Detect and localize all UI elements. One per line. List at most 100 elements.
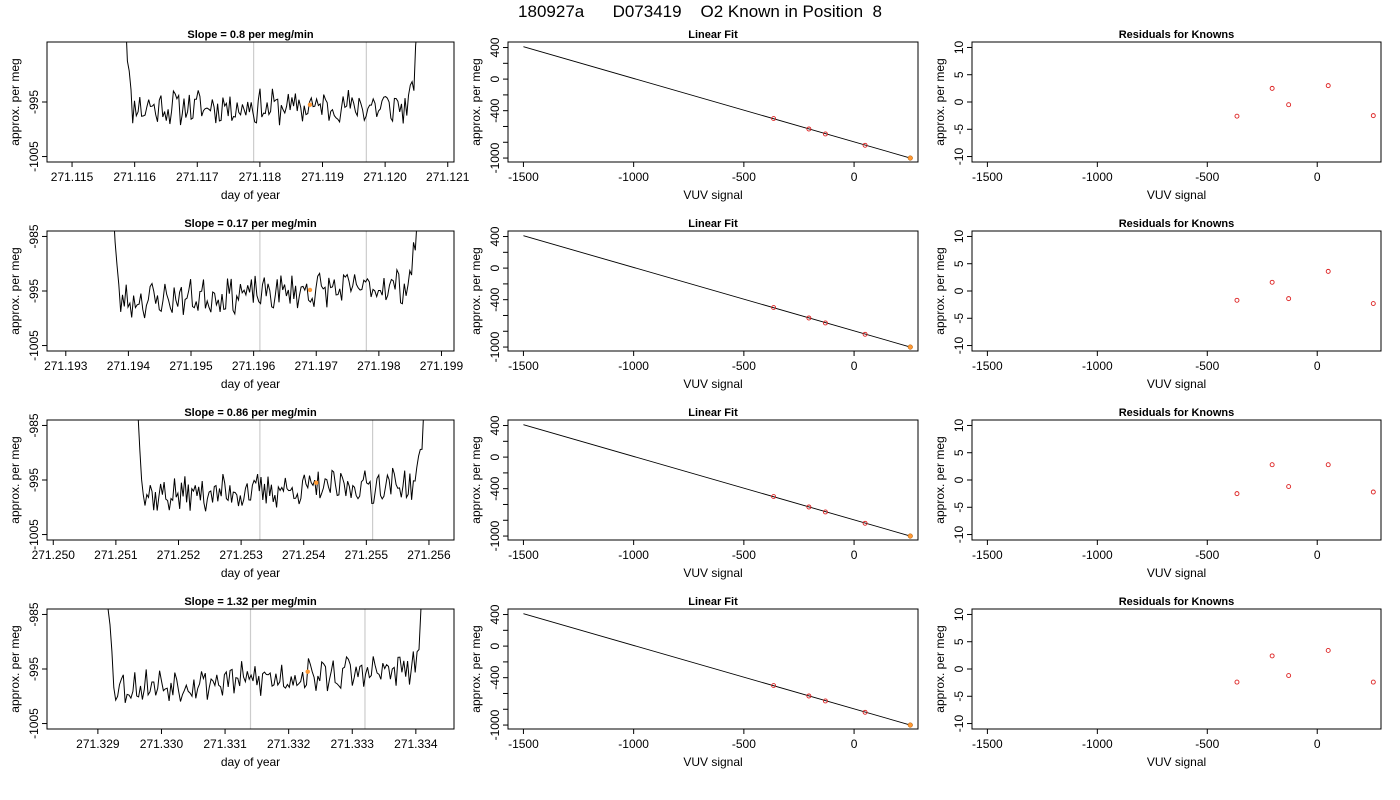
x-tick-label: -1000 [1082,359,1113,373]
signal-trace [126,42,417,126]
position-label: O2 Known in Position 8 [700,2,882,21]
x-tick-label: 271.329 [76,737,120,751]
known-point [862,709,868,715]
y-tick-label: -1005 [27,141,41,172]
y-tick-label: -5 [952,124,966,135]
plot-frame [971,230,1382,352]
y-tick-label: -995 [27,90,41,114]
x-tick-label: -1500 [508,548,539,562]
fit-line [523,46,911,159]
x-tick-label: -500 [1195,359,1219,373]
y-tick-label: 5 [952,71,966,78]
residual-point [1234,113,1240,119]
x-axis-label: day of year [221,566,280,580]
y-tick-label: -1000 [488,142,502,173]
y-axis-label: approx. per meg [469,58,483,145]
x-tick-label: -500 [1195,737,1219,751]
x-tick-label: 271.117 [176,170,219,184]
residual-point [1325,648,1331,653]
y-tick-label: -1005 [27,708,41,739]
x-axis-label: VUV signal [683,566,742,580]
y-axis-label: approx. per meg [933,247,947,334]
y-axis-label: approx. per meg [469,625,483,712]
y-tick-label: 10 [952,229,966,243]
known-point [771,305,777,311]
x-tick-label: 271.334 [394,737,438,751]
signal-trace [107,609,422,704]
slope-title: Slope = 0.17 per meg/min [184,218,317,230]
y-axis-label: approx. per meg [8,436,22,523]
x-tick-label: 271.331 [203,737,247,751]
x-tick-label: 0 [1314,359,1321,373]
x-tick-label: 271.116 [113,170,156,184]
fit-line [523,613,911,726]
y-axis-label: approx. per meg [8,58,22,145]
run-id: 180927a [518,2,585,21]
x-tick-label: 0 [1314,737,1321,751]
x-tick-label: -1500 [972,359,1003,373]
y-tick-label: 400 [488,415,502,435]
x-tick-label: -1000 [618,359,649,373]
y-tick-label: -400 [488,476,502,500]
x-tick-label: 271.121 [426,170,470,184]
x-tick-label: -1000 [1082,548,1113,562]
linear-fit-title: Linear Fit [688,29,738,41]
plot-frame [46,41,455,163]
known-point [771,494,777,500]
y-tick-label: 0 [952,476,966,483]
x-axis-label: VUV signal [1147,755,1206,769]
average-point [314,480,319,485]
y-tick-label: 0 [488,453,502,460]
residuals-panel-4: Residuals for Knowns -1500 -1000 -500 0 -10 -5… [933,596,1376,769]
x-tick-label: 271.250 [32,548,76,562]
residuals-panel-2: Residuals for Knowns -1500 -1000 -500 0 -10 -5… [933,218,1376,391]
known-point [822,320,828,326]
slope-title: Slope = 1.32 per meg/min [184,596,317,608]
slope-title: Slope = 0.86 per meg/min [184,407,317,419]
residual-point [1370,489,1376,495]
x-tick-label: 271.197 [295,359,339,373]
x-tick-label: 271.195 [169,359,213,373]
residual-point [1269,85,1275,91]
x-tick-label: -1000 [1082,737,1113,751]
sample-point [907,155,913,161]
y-tick-label: -400 [488,98,502,122]
signal-trace [137,420,424,512]
y-tick-label: 10 [952,418,966,432]
x-tick-label: 0 [851,359,858,373]
y-tick-label: 0 [952,287,966,294]
linear-fit-panel-3: Linear Fit -1500 -1000 -500 0 -1000 -400 0 400 VU… [469,407,913,580]
residual-point [1269,653,1275,659]
x-axis-label: VUV signal [683,755,742,769]
y-tick-label: -1000 [488,520,502,551]
x-tick-label: 271.119 [301,170,344,184]
x-tick-label: 0 [851,548,858,562]
plot-frame [507,230,919,352]
y-tick-label: -10 [952,337,966,355]
y-tick-label: -10 [952,715,966,733]
average-point [305,669,310,674]
x-tick-label: -500 [1195,548,1219,562]
y-tick-label: -995 [27,657,41,681]
plot-frame [507,608,919,730]
linear-fit-panel-2: Linear Fit -1500 -1000 -500 0 -1000 -400 0 400 VU… [469,218,913,391]
signal-trace [113,231,417,319]
residual-point [1286,673,1292,678]
y-tick-label: -1000 [488,709,502,740]
x-tick-label: 0 [1314,170,1321,184]
y-tick-label: -995 [27,468,41,492]
linear-fit-panel-1: Linear Fit -1500 -1000 -500 0 -1000 -400 0 400 VU… [469,29,913,202]
y-tick-label: -1005 [27,519,41,550]
residuals-title: Residuals for Knowns [1119,29,1235,41]
y-tick-label: -5 [952,502,966,513]
x-tick-label: -1000 [618,170,649,184]
x-tick-label: 0 [1314,548,1321,562]
sample-id: D073419 [612,2,682,21]
x-tick-label: -1000 [618,737,649,751]
fit-line [523,424,911,537]
plot-frame [507,41,919,163]
y-tick-label: -10 [952,526,966,544]
residuals-panel-3: Residuals for Knowns -1500 -1000 -500 0 -10 -5… [933,407,1376,580]
residual-point [1269,462,1275,468]
timeseries-panel-4: Slope = 1.32 per meg/min 271.329 271.330 27… [8,596,438,769]
